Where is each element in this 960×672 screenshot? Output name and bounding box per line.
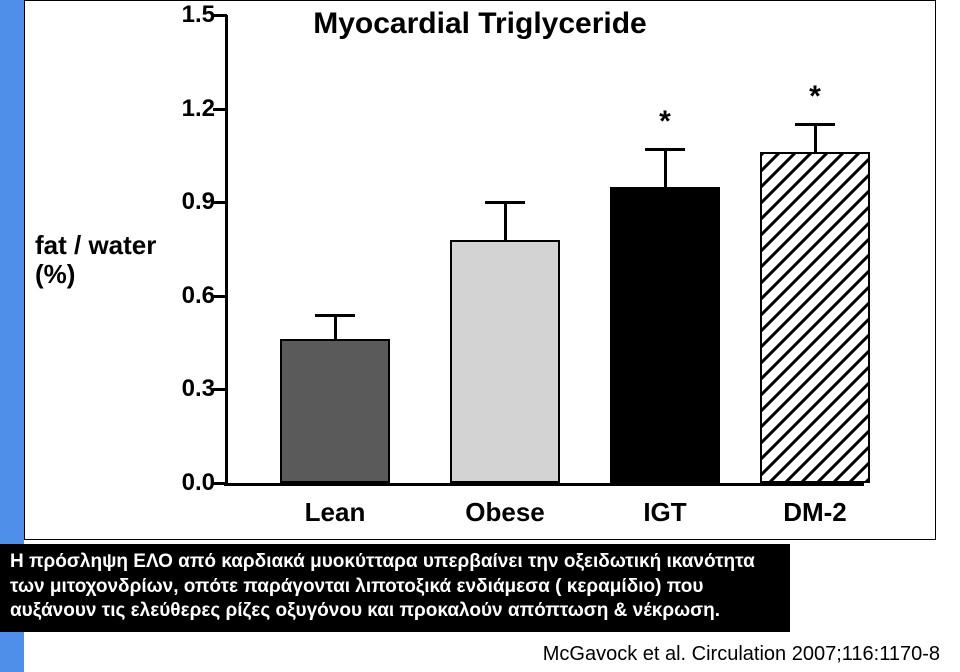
chart-container: Myocardial Triglyceride fat / water (%) … xyxy=(24,0,936,540)
x-category-label: Lean xyxy=(305,497,366,528)
y-tick-label: 1.5 xyxy=(155,1,215,29)
y-tick xyxy=(213,388,227,391)
significance-marker: * xyxy=(809,80,821,114)
y-tick xyxy=(213,14,227,17)
errorbar-cap xyxy=(645,148,685,151)
y-tick-label: 1.2 xyxy=(155,95,215,123)
y-tick-label: 0.6 xyxy=(155,282,215,310)
errorbar-cap xyxy=(485,201,525,204)
ylabel-line1: fat / water xyxy=(35,230,156,260)
x-category-label: Obese xyxy=(465,497,545,528)
y-tick xyxy=(213,295,227,298)
x-axis-line xyxy=(224,483,864,486)
y-tick-label: 0.0 xyxy=(155,469,215,497)
y-tick xyxy=(213,108,227,111)
y-tick xyxy=(213,201,227,204)
errorbar-cap xyxy=(315,314,355,317)
errorbar-cap xyxy=(795,123,835,126)
y-axis-line xyxy=(225,15,228,485)
errorbar xyxy=(504,202,507,239)
y-tick-label: 0.3 xyxy=(155,375,215,403)
x-category-label: IGT xyxy=(643,497,686,528)
ylabel-line2: (%) xyxy=(35,259,75,289)
y-tick xyxy=(213,482,227,485)
errorbar xyxy=(814,124,817,152)
caption-text: Η πρόσληψη ΕΛΟ από καρδιακά μυοκύτταρα υ… xyxy=(10,551,755,621)
bar-igt xyxy=(610,187,720,483)
slide: Myocardial Triglyceride fat / water (%) … xyxy=(0,0,960,672)
bar-dm-2 xyxy=(760,152,870,483)
caption-bar: Η πρόσληψη ΕΛΟ από καρδιακά μυοκύτταρα υ… xyxy=(0,544,790,632)
y-tick-label: 0.9 xyxy=(155,188,215,216)
errorbar xyxy=(664,149,667,186)
y-axis-label: fat / water (%) xyxy=(35,231,156,288)
plot-area: 0.00.30.60.91.21.5** xyxy=(225,15,865,483)
x-category-label: DM-2 xyxy=(783,497,847,528)
citation-text: McGavock et al. Circulation 2007;116:117… xyxy=(543,643,940,666)
errorbar xyxy=(334,315,337,340)
bar-lean xyxy=(280,339,390,483)
significance-marker: * xyxy=(659,105,671,139)
bar-obese xyxy=(450,240,560,483)
